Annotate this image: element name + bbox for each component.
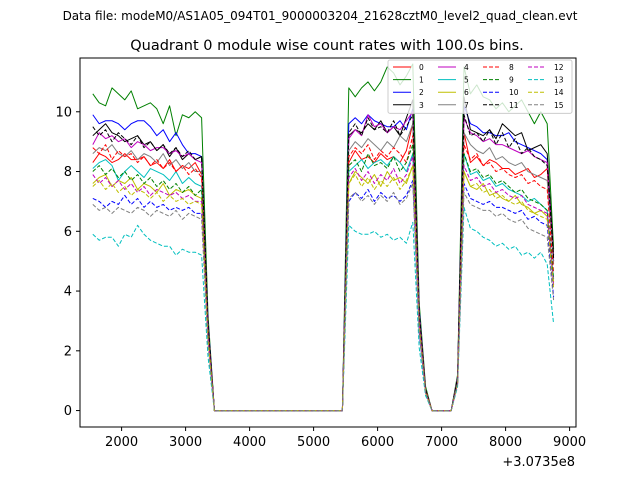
x-tick-label: 5000 [297,435,330,450]
x-tick-label: 4000 [233,435,266,450]
legend-label-0: 0 [419,63,424,72]
legend-label-12: 12 [554,63,564,72]
legend-label-1: 1 [419,76,424,85]
legend-label-7: 7 [464,101,469,110]
y-tick-label: 0 [64,404,72,419]
x-tick-label: 9000 [553,435,586,450]
x-tick-label: 2000 [105,435,138,450]
y-tick-label: 2 [64,344,72,359]
y-tick-label: 4 [64,285,72,300]
legend-label-5: 5 [464,76,469,85]
y-tick-label: 10 [55,105,72,120]
series-line-10 [92,180,555,412]
legend-label-13: 13 [554,76,564,85]
legend-box [387,59,573,114]
x-tick-label: 3000 [169,435,202,450]
axes: 2000 3000 4000 5000 6000 7000 8000 9000 0 2 4 6 8 10 [55,105,586,450]
plot-area [92,63,555,412]
x-axis-offset-label: +3.0735e8 [502,455,575,470]
legend-label-9: 9 [509,76,514,85]
legend-label-6: 6 [464,88,469,97]
legend-label-10: 10 [509,88,519,97]
series-line-14 [92,165,555,412]
figure-suptitle: Data file: modeM0/AS1A05_094T01_90000032… [63,9,578,23]
legend-label-2: 2 [419,88,424,97]
y-tick-label: 6 [64,225,72,240]
series-line-8 [92,135,555,412]
series-line-15 [92,182,555,412]
legend-label-11: 11 [509,101,519,110]
legend-label-14: 14 [554,88,564,97]
legend-label-15: 15 [554,101,564,110]
x-tick-label: 7000 [425,435,458,450]
series-lines [92,63,555,412]
legend-label-4: 4 [464,63,469,72]
x-tick-label: 8000 [489,435,522,450]
plot-frame [79,57,577,428]
legend-label-8: 8 [509,63,514,72]
chart-title: Quadrant 0 module wise count rates with … [130,38,524,54]
legend-label-3: 3 [419,101,424,110]
x-tick-label: 6000 [361,435,394,450]
y-tick-label: 8 [64,165,72,180]
